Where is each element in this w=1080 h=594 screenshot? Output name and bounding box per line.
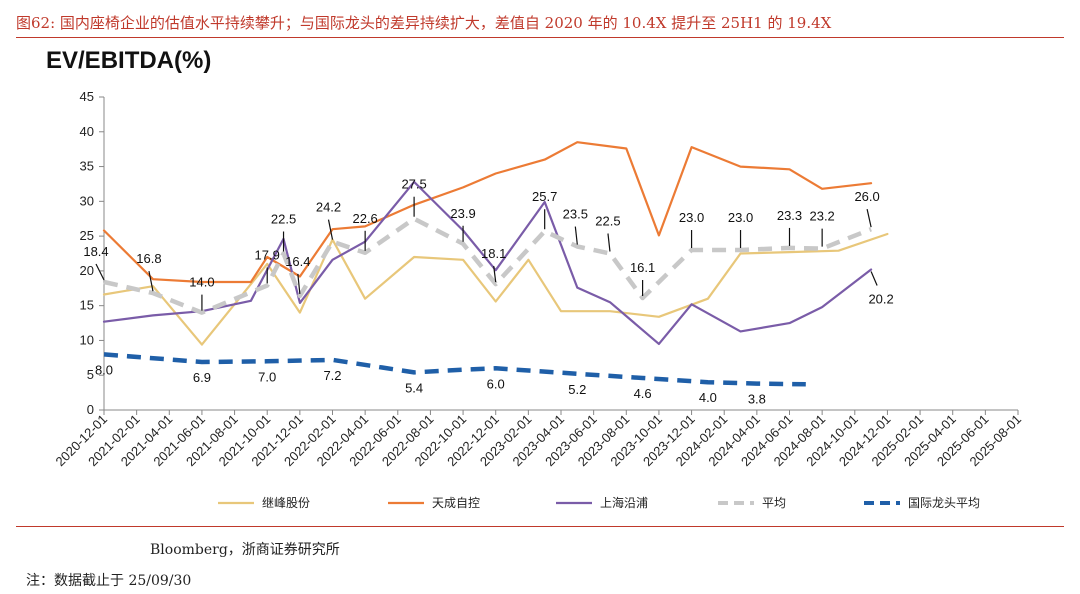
source-text: Bloomberg，浙商证券研究所 <box>150 542 340 558</box>
y-tick-label: 5 <box>87 367 94 382</box>
y-tick-label: 10 <box>80 332 94 347</box>
data-label: 23.5 <box>563 207 588 222</box>
label-leader <box>607 233 611 252</box>
label-leader <box>148 271 154 292</box>
data-label: 4.6 <box>634 386 652 401</box>
data-label: 16.4 <box>285 254 310 269</box>
chart-title: EV/EBITDA(%) <box>46 47 211 74</box>
data-label: 23.0 <box>679 210 704 225</box>
label-leader <box>297 273 301 294</box>
y-tick-label: 45 <box>80 89 94 104</box>
series-line <box>103 216 872 315</box>
data-label: 24.2 <box>316 200 341 215</box>
data-label: 18.4 <box>83 244 108 259</box>
data-label: 17.9 <box>255 247 280 262</box>
data-label: 18.1 <box>481 246 506 261</box>
y-tick-label: 20 <box>80 263 94 278</box>
data-label: 14.0 <box>189 275 214 290</box>
data-label: 16.1 <box>630 260 655 275</box>
series-line <box>102 141 873 284</box>
y-tick-label: 40 <box>80 124 94 139</box>
data-label: 6.0 <box>487 376 505 391</box>
data-label: 23.3 <box>777 208 802 223</box>
data-label: 5.2 <box>568 382 586 397</box>
y-tick-label: 30 <box>80 193 94 208</box>
legend-label: 继峰股份 <box>262 496 310 510</box>
data-label: 23.0 <box>728 210 753 225</box>
series-lines <box>102 141 889 387</box>
label-leader <box>574 226 578 245</box>
y-tick-label: 0 <box>87 402 94 417</box>
data-label: 23.9 <box>450 206 475 221</box>
series-line <box>102 180 873 345</box>
series-line <box>102 232 889 346</box>
data-label: 6.9 <box>193 370 211 385</box>
data-label: 25.7 <box>532 189 557 204</box>
ev-ebitda-chart: EV/EBITDA(%) 0510152025303540452020-12-0… <box>46 47 1024 510</box>
y-tick-label: 35 <box>80 159 94 174</box>
data-label: 7.2 <box>323 368 341 383</box>
data-label: 16.8 <box>136 251 161 266</box>
data-label: 26.0 <box>854 189 879 204</box>
y-tick-label: 15 <box>80 298 94 313</box>
data-label: 5.4 <box>405 380 423 395</box>
footer-rule <box>16 526 1064 527</box>
data-label: 23.2 <box>809 209 834 224</box>
data-label: 8.0 <box>95 362 113 377</box>
legend: 继峰股份 天成自控 上海沿浦 平均 国际龙头平均 <box>218 495 980 510</box>
series-line <box>103 352 806 387</box>
label-leader <box>493 266 497 283</box>
legend-label: 上海沿浦 <box>600 495 648 510</box>
label-leader <box>866 209 872 228</box>
data-label: 3.8 <box>748 392 766 407</box>
data-label: 27.5 <box>401 177 426 192</box>
title-rule <box>16 37 1064 38</box>
data-label: 22.6 <box>352 211 377 226</box>
data-label: 7.0 <box>258 369 276 384</box>
label-leader <box>327 219 334 240</box>
legend-label: 天成自控 <box>432 496 480 510</box>
figure-title: 图62: 国内座椅企业的估值水平持续攀升；与国际龙头的差异持续扩大，差值自 20… <box>16 14 832 32</box>
data-label: 4.0 <box>699 390 717 405</box>
data-labels: 18.4 16.8 14.0 17.9 22.5 16.4 24.2 22.6 27.5 23.9… <box>83 177 893 407</box>
data-label: 22.5 <box>595 214 620 229</box>
label-leader <box>870 271 878 286</box>
data-label: 20.2 <box>868 291 893 306</box>
legend-label: 平均 <box>762 496 786 510</box>
label-leader <box>95 263 105 281</box>
note-text: 注：数据截止于 25/09/30 <box>26 573 192 589</box>
data-label: 22.5 <box>271 212 296 227</box>
y-tick-label: 25 <box>80 228 94 243</box>
legend-label: 国际龙头平均 <box>908 496 980 510</box>
